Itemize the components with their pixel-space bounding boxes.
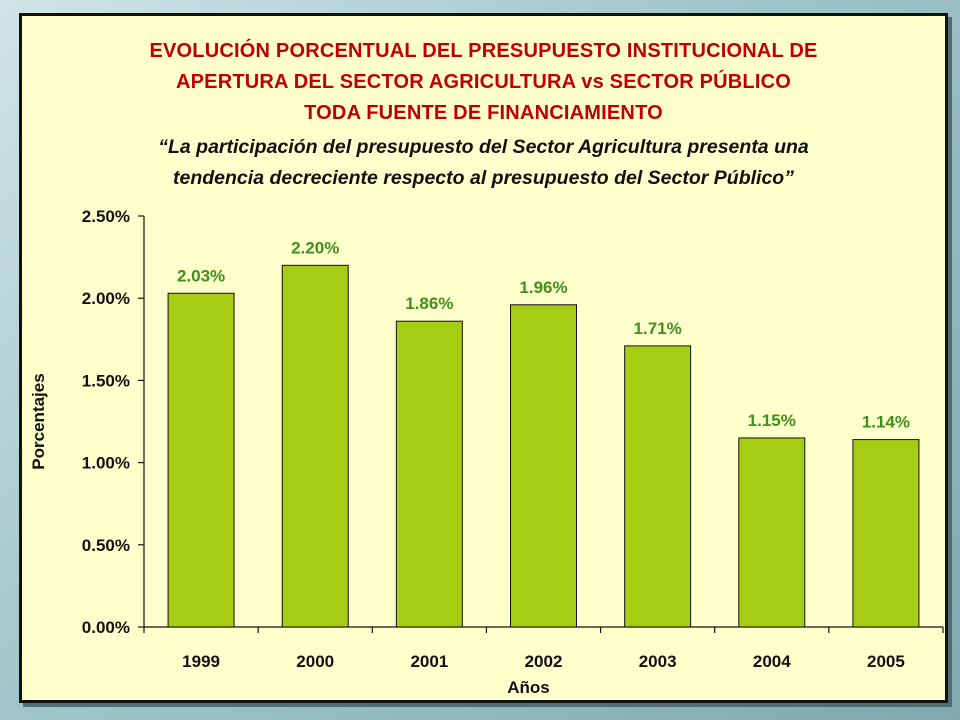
x-tick-label-2002: 2002 (525, 652, 563, 671)
y-tick-label: 1.50% (82, 371, 130, 390)
data-label-2002: 1.96% (519, 278, 567, 297)
chart-subtitle: “La participación del presupuesto del Se… (22, 132, 945, 194)
bar-2002 (510, 304, 577, 628)
subtitle-line-2: tendencia decreciente respecto al presup… (173, 167, 794, 189)
y-tick-label: 2.50% (82, 207, 130, 226)
data-label-2004: 1.15% (748, 411, 796, 430)
y-tick-label: 0.00% (82, 618, 130, 637)
x-tick-label-2005: 2005 (867, 652, 905, 671)
data-label-2005: 1.14% (862, 413, 910, 432)
bar-2005 (852, 439, 920, 628)
x-tick-label-1999: 1999 (182, 652, 220, 671)
y-axis-title: Porcentajes (29, 373, 48, 469)
bar-2004 (738, 437, 806, 628)
data-label-2003: 1.71% (634, 319, 682, 338)
data-label-1999: 2.03% (177, 266, 225, 285)
data-label-2001: 1.86% (405, 294, 453, 313)
bar-2001 (395, 320, 463, 628)
y-tick-label: 0.50% (82, 536, 130, 555)
y-tick-label: 2.00% (82, 289, 130, 308)
x-axis-title: Años (507, 678, 550, 697)
title-line-1: EVOLUCIÓN PORCENTUAL DEL PRESUPUESTO INS… (149, 40, 818, 62)
x-tick-label-2003: 2003 (639, 652, 677, 671)
x-tick-label-2004: 2004 (753, 652, 791, 671)
x-tick-label-2000: 2000 (296, 652, 334, 671)
x-tick-label-2001: 2001 (410, 652, 448, 671)
title-line-3: TODA FUENTE DE FINANCIAMIENTO (304, 102, 663, 124)
bar-1999 (167, 292, 235, 628)
chart-title: EVOLUCIÓN PORCENTUAL DEL PRESUPUESTO INS… (22, 36, 945, 129)
bar-2003 (624, 345, 692, 628)
data-label-2000: 2.20% (291, 238, 339, 257)
bar-2000 (281, 264, 349, 628)
title-line-2: APERTURA DEL SECTOR AGRICULTURA vs SECTO… (175, 71, 792, 93)
y-tick-label: 1.00% (82, 454, 130, 473)
subtitle-line-1: “La participación del presupuesto del Se… (158, 136, 809, 158)
